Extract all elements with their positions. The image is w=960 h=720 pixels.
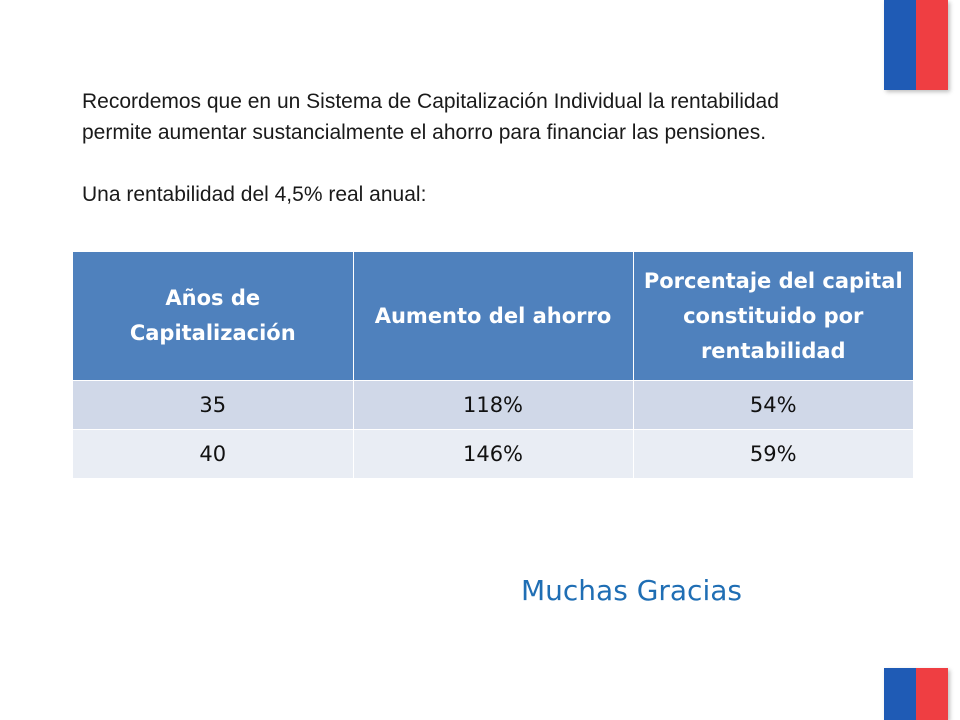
cell-capital-percentage: 59% (633, 429, 913, 478)
intro-paragraph: Recordemos que en un Sistema de Capitali… (82, 90, 779, 144)
closing-text: Muchas Gracias (521, 574, 742, 607)
returns-table: Años de Capitalización Aumento del ahorr… (73, 252, 913, 478)
table-row: 35 118% 54% (73, 380, 913, 430)
table-header-row: Años de Capitalización Aumento del ahorr… (73, 252, 913, 381)
cell-capital-percentage: 54% (633, 380, 913, 430)
cell-years: 35 (73, 380, 354, 430)
cell-savings-increase: 118% (353, 380, 634, 430)
flag-blue-stripe (884, 0, 916, 90)
flag-decoration-top (884, 0, 948, 90)
flag-blue-stripe (884, 668, 916, 720)
flag-red-stripe (916, 0, 948, 90)
flag-decoration-bottom (884, 668, 948, 720)
intro-lead: Una rentabilidad del 4,5% real anual: (82, 183, 427, 206)
cell-years: 40 (73, 429, 354, 478)
intro-text: Recordemos que en un Sistema de Capitali… (82, 86, 842, 210)
table-row: 40 146% 59% (73, 429, 913, 478)
flag-red-stripe (916, 668, 948, 720)
header-capital-percentage: Porcentaje del capital constituido por r… (633, 252, 913, 381)
header-years: Años de Capitalización (73, 252, 354, 381)
header-savings-increase: Aumento del ahorro (353, 252, 634, 381)
cell-savings-increase: 146% (353, 429, 634, 478)
